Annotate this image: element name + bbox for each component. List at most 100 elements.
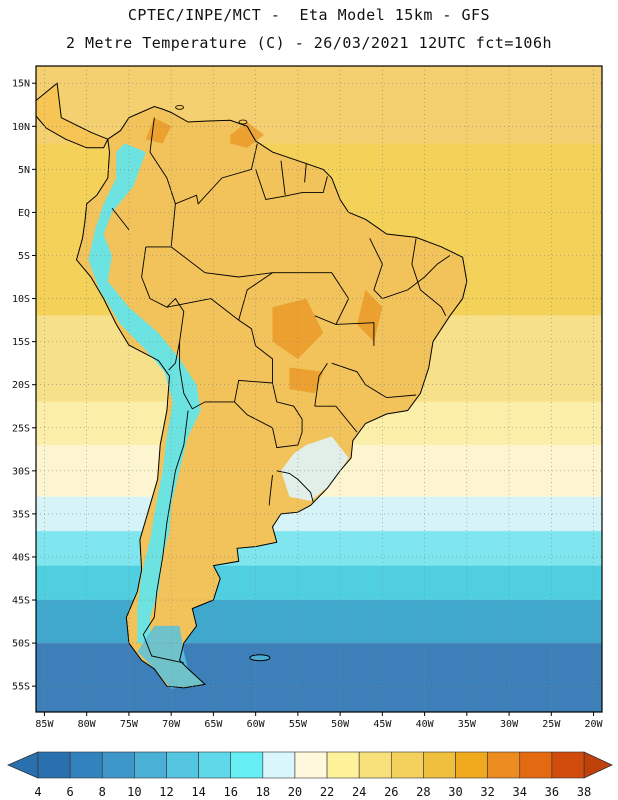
land-temperature-field bbox=[76, 106, 467, 688]
map-layer bbox=[36, 66, 602, 712]
colorbar-swatch bbox=[69, 751, 103, 779]
colorbar-swatch bbox=[198, 751, 232, 779]
lat-tick-label: 15N bbox=[12, 79, 30, 90]
country-border bbox=[382, 255, 451, 300]
colorbar-label: 8 bbox=[99, 785, 106, 799]
lat-tick-label: 5N bbox=[18, 165, 30, 176]
country-border bbox=[369, 238, 383, 299]
country-border bbox=[276, 470, 314, 502]
lon-tick-label: 35W bbox=[458, 719, 477, 730]
colorbar-swatch bbox=[262, 751, 296, 779]
lon-tick-label: 40W bbox=[416, 719, 435, 730]
warm-area bbox=[230, 122, 265, 148]
andes-cold-band bbox=[88, 143, 201, 644]
colorbar-label: 16 bbox=[223, 785, 237, 799]
colorbar-swatch bbox=[390, 751, 424, 779]
lon-tick-label: 80W bbox=[78, 719, 97, 730]
warm-area bbox=[272, 298, 324, 359]
country-border bbox=[314, 315, 375, 346]
ocean-temperature-band bbox=[36, 531, 602, 566]
lat-tick-label: 15S bbox=[12, 337, 30, 348]
colorbar-label: 10 bbox=[127, 785, 141, 799]
colorbar-label: 20 bbox=[288, 785, 302, 799]
colorbar-label: 18 bbox=[256, 785, 270, 799]
central-america-land bbox=[36, 82, 109, 149]
colorbar-label: 32 bbox=[480, 785, 494, 799]
lon-tick-label: 65W bbox=[204, 719, 223, 730]
country-border bbox=[304, 163, 307, 183]
colorbar-swatch bbox=[487, 751, 521, 779]
chart-title-line-2: 2 Metre Temperature (C) - 26/03/2021 12U… bbox=[65, 34, 553, 52]
colorbar-swatch bbox=[551, 751, 585, 779]
country-border bbox=[314, 405, 358, 433]
country-border bbox=[238, 272, 273, 321]
ocean-temperature-band bbox=[36, 643, 602, 712]
ocean-temperature-band bbox=[36, 496, 602, 532]
colorbar-swatch bbox=[326, 751, 360, 779]
country-border bbox=[314, 362, 328, 407]
country-border bbox=[142, 410, 189, 664]
country-border bbox=[141, 246, 185, 371]
island bbox=[238, 119, 248, 125]
lat-tick-label: 35S bbox=[12, 509, 30, 520]
lon-tick-label: 70W bbox=[162, 719, 181, 730]
lon-tick-label: 50W bbox=[331, 719, 350, 730]
coastline bbox=[75, 105, 468, 689]
country-border bbox=[145, 143, 258, 248]
country-border bbox=[234, 382, 303, 449]
colorbar-left-arrow bbox=[6, 751, 39, 779]
colorbar-label: 30 bbox=[448, 785, 462, 799]
lat-tick-label: 40S bbox=[12, 552, 30, 563]
colorbar-label: 4 bbox=[34, 785, 41, 799]
lat-tick-label: 25S bbox=[12, 423, 30, 434]
lat-tick-label: 45S bbox=[12, 596, 30, 607]
colorbar-swatch bbox=[166, 751, 199, 779]
lon-tick-label: 25W bbox=[542, 719, 561, 730]
colorbar-swatch bbox=[230, 751, 264, 779]
lat-tick-label: 55S bbox=[12, 682, 30, 693]
island bbox=[175, 104, 185, 110]
colorbar-swatch bbox=[358, 751, 392, 779]
lat-tick-label: 10S bbox=[12, 294, 30, 305]
lat-tick-label: 10N bbox=[12, 122, 30, 133]
colorbar-swatch bbox=[134, 751, 167, 779]
lon-tick-label: 85W bbox=[35, 719, 54, 730]
lon-tick-label: 45W bbox=[373, 719, 392, 730]
colorbar-swatch bbox=[294, 751, 328, 779]
cool-southern-brazil bbox=[281, 436, 349, 501]
colorbar-swatch bbox=[455, 751, 488, 779]
colorbar-swatch bbox=[101, 751, 135, 779]
colorbar-swatch bbox=[37, 751, 71, 779]
map-frame bbox=[35, 65, 603, 713]
patagonia-cool-area bbox=[137, 625, 205, 689]
colorbar-right-arrow bbox=[583, 751, 613, 779]
lat-tick-label: 5S bbox=[18, 251, 30, 262]
lat-tick-label: 20S bbox=[12, 380, 30, 391]
warm-area bbox=[357, 289, 383, 342]
country-border bbox=[331, 362, 417, 399]
colorbar-label: 28 bbox=[416, 785, 430, 799]
colorbar-label: 24 bbox=[352, 785, 366, 799]
country-border bbox=[268, 475, 273, 506]
country-border bbox=[179, 298, 273, 410]
colorbar-label: 26 bbox=[384, 785, 398, 799]
chart-title-line-1: CPTEC/INPE/MCT - Eta Model 15km - GFS bbox=[127, 6, 491, 24]
lon-tick-label: 75W bbox=[120, 719, 139, 730]
lat-tick-label: 30S bbox=[12, 466, 30, 477]
colorbar-swatch bbox=[423, 751, 456, 779]
country-border bbox=[272, 272, 350, 325]
colorbar-label: 14 bbox=[191, 785, 205, 799]
ocean-temperature-band bbox=[36, 565, 602, 601]
lat-tick-label: 50S bbox=[12, 639, 30, 650]
colorbar-swatch bbox=[519, 751, 553, 779]
country-border bbox=[411, 238, 447, 316]
colorbar-label: 38 bbox=[577, 785, 591, 799]
lon-tick-label: 30W bbox=[500, 719, 519, 730]
country-border bbox=[166, 298, 211, 308]
lon-tick-label: 60W bbox=[247, 719, 266, 730]
colorbar-label: 22 bbox=[320, 785, 334, 799]
country-border bbox=[111, 207, 130, 230]
colorbar-label: 12 bbox=[159, 785, 173, 799]
lat-tick-label: EQ bbox=[18, 208, 30, 219]
